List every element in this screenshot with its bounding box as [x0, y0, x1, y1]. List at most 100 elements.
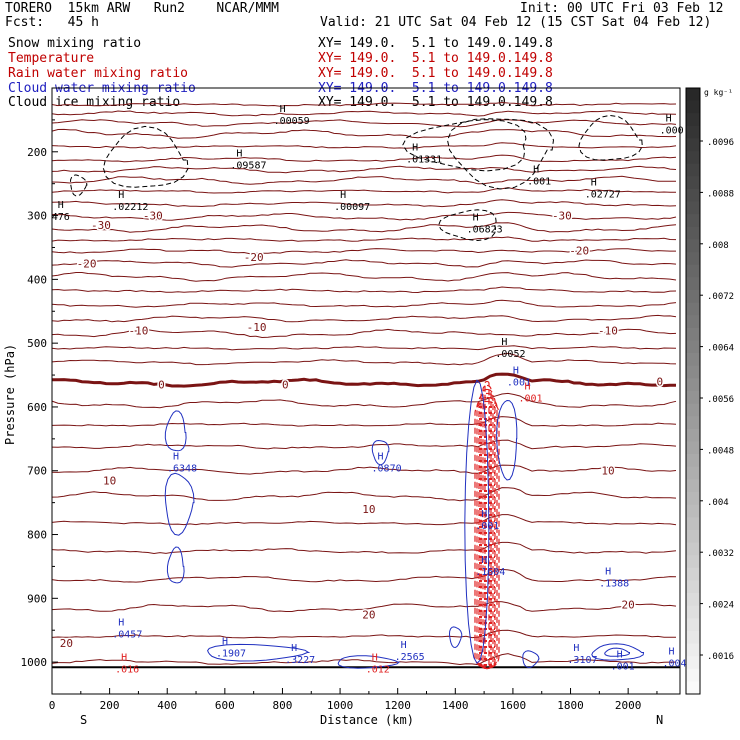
- isotherm: [51, 464, 677, 475]
- cloud-water-contour: [522, 650, 540, 668]
- x-tick-label: 1800: [557, 699, 584, 712]
- legend-temperature-xy: XY= 149.0. 5.1 to 149.0.149.8: [318, 51, 553, 66]
- isotherm: [51, 328, 677, 339]
- maximum-marker: H: [668, 646, 674, 657]
- colorbar-step: [686, 290, 700, 304]
- isotherm: [51, 514, 677, 526]
- y-tick-label: 400: [27, 273, 47, 286]
- ice-cloud-outline: [438, 209, 497, 242]
- colorbar-step: [686, 176, 700, 190]
- cloud-water-contour: [207, 643, 311, 662]
- maximum-value: .001: [527, 177, 551, 188]
- maximum-value: .001: [611, 661, 635, 672]
- maximum-value: .1907: [216, 649, 246, 660]
- maximum-marker: H: [280, 104, 286, 115]
- cloud-water-contour: [604, 647, 631, 657]
- cloud-water-contour: [166, 546, 185, 584]
- colorbar-step: [686, 555, 700, 569]
- isotherm: [51, 128, 677, 139]
- colorbar-step: [686, 365, 700, 379]
- y-axis-label: Pressure (hPa): [3, 344, 17, 445]
- contour-fields: [51, 101, 680, 670]
- x-tick-label: 1600: [500, 699, 527, 712]
- ice-cloud-outline: [102, 125, 189, 188]
- maximum-value: .09587: [230, 161, 266, 172]
- colorbar-step: [686, 315, 700, 329]
- colorbar-tick-label: .008: [707, 241, 729, 251]
- maximum-value: .0457: [112, 630, 142, 641]
- isotherm: [51, 629, 677, 639]
- y-axis: 200 300 400 500 600 700 800 900 1000: [21, 119, 58, 695]
- isotherm: [51, 653, 676, 666]
- x-tick-label: 400: [157, 699, 177, 712]
- colorbar-step: [686, 163, 700, 177]
- x-tick-label: 0: [49, 699, 56, 712]
- legend-rain-xy: XY= 149.0. 5.1 to 149.0.149.8: [318, 66, 553, 81]
- cloud-water-contour: [164, 472, 195, 536]
- maximum-value: .3107: [567, 655, 597, 666]
- colorbar-step: [686, 454, 700, 468]
- colorbar-unit: g kg⁻¹: [704, 88, 733, 97]
- colorbar-step: [686, 656, 700, 670]
- maximum-marker: H: [340, 190, 346, 201]
- maximum-value: .00059: [274, 116, 310, 127]
- rain-contour: [480, 388, 494, 670]
- isotherm: [51, 248, 676, 255]
- legend-rain: Rain water mixing ratio: [8, 66, 189, 81]
- maximum-value: .02212: [112, 202, 148, 213]
- colorbar-step: [686, 88, 700, 102]
- colorbar-step: [686, 100, 700, 114]
- isotherm-zero: [51, 372, 677, 388]
- legend-snow: Snow mixing ratio: [8, 36, 142, 51]
- x-tick-label: 1000: [327, 699, 354, 712]
- colorbar-step: [686, 201, 700, 215]
- colorbar-step: [686, 428, 700, 442]
- maximum-value: .2565: [395, 652, 425, 663]
- maximum-value: .1388: [599, 579, 629, 590]
- x-tick-label: 1200: [384, 699, 411, 712]
- ice-cloud-outline: [402, 119, 527, 172]
- colorbar-step: [686, 492, 700, 506]
- colorbar-step: [686, 113, 700, 127]
- isotherm-label: 0: [158, 379, 165, 392]
- colorbar-step: [686, 466, 700, 480]
- isotherm: [51, 286, 677, 294]
- maximum-value: 476: [52, 212, 70, 223]
- maximum-value: .06823: [467, 225, 503, 236]
- maximum-marker: H: [481, 555, 487, 566]
- colorbar-step: [686, 567, 700, 581]
- forecast-hour: Fcst: 45 h: [5, 15, 99, 30]
- isotherm: [51, 541, 677, 555]
- x-axis-label: Distance (km): [320, 713, 414, 727]
- y-tick-label: 900: [27, 592, 47, 605]
- maximum-value: .000: [660, 126, 684, 137]
- colorbar-step: [686, 277, 700, 291]
- isotherm-label: -20: [77, 257, 97, 270]
- isotherm: [51, 211, 677, 221]
- maximum-marker: H: [473, 213, 479, 224]
- y-tick-label: 200: [27, 146, 47, 159]
- valid-time: Valid: 21 UTC Sat 04 Feb 12 (15 CST Sat …: [320, 15, 712, 30]
- isotherm: [51, 416, 677, 427]
- maximum-value: .001: [475, 521, 499, 532]
- maximum-marker: H: [524, 382, 530, 393]
- isotherm-label: -30: [552, 210, 572, 223]
- maximum-value: .016: [115, 665, 139, 676]
- isotherm: [51, 236, 677, 242]
- maximum-value: .012: [366, 665, 390, 676]
- colorbar-tick-label: .0072: [707, 292, 734, 302]
- colorbar-step: [686, 264, 700, 278]
- isotherm: [51, 110, 677, 117]
- maximum-marker: H: [605, 567, 611, 578]
- isotherm: [51, 272, 677, 282]
- colorbar-step: [686, 542, 700, 556]
- maximum-value: .6348: [167, 464, 197, 475]
- init-time: Init: 00 UTC Fri 03 Feb 12: [520, 1, 724, 16]
- colorbar-step: [686, 189, 700, 203]
- colorbar-step: [686, 593, 700, 607]
- maximum-marker: H: [121, 653, 127, 664]
- isotherm: [51, 199, 677, 208]
- maximum-marker: H: [591, 177, 597, 188]
- isotherm: [51, 487, 677, 502]
- isotherm-label: 0: [657, 375, 664, 388]
